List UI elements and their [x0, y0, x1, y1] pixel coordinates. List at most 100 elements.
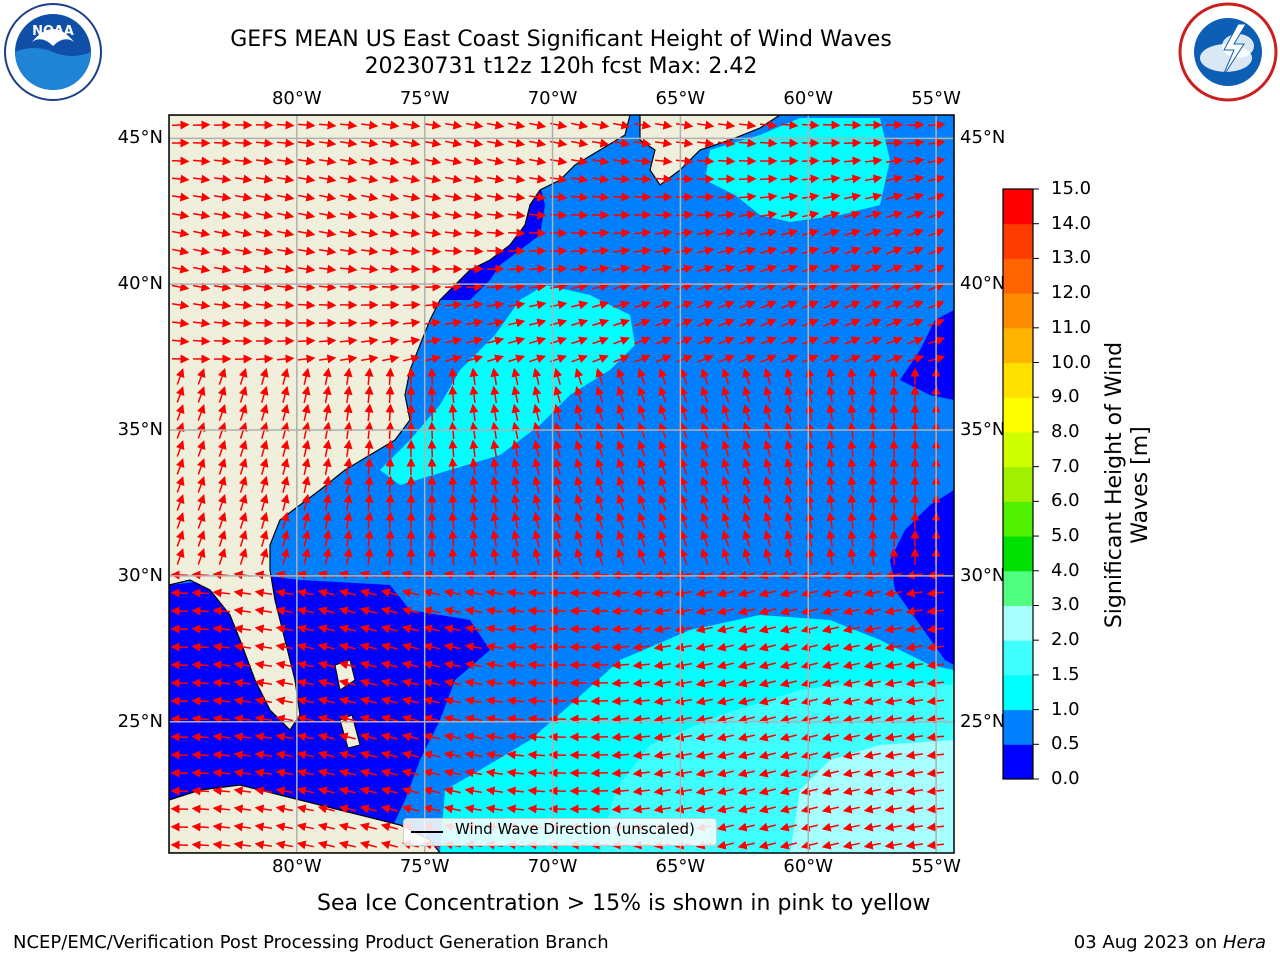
wind-wave-arrow [191, 768, 210, 778]
wind-wave-arrow [655, 282, 673, 292]
colorbar-segment [1003, 640, 1033, 676]
wind-wave-arrow [780, 120, 799, 130]
wind-wave-arrow [238, 529, 248, 547]
wind-wave-arrow [844, 300, 861, 309]
wind-wave-arrow [591, 228, 610, 238]
colorbar-segment [1003, 709, 1033, 745]
wind-wave-arrow [364, 511, 374, 530]
wind-wave-arrow [280, 475, 290, 493]
lon-tick-label-top: 75°W [399, 88, 450, 109]
wind-wave-arrow [364, 403, 374, 422]
wind-wave-arrow [821, 606, 839, 616]
wind-wave-arrow [905, 588, 924, 598]
wind-wave-arrow [487, 336, 505, 346]
wind-wave-arrow [718, 282, 736, 292]
wave-zone-low-east-1 [900, 310, 954, 400]
wind-wave-arrow [465, 210, 484, 220]
colorbar-tick-label: 9.0 [1051, 386, 1080, 408]
wind-wave-arrow [553, 367, 563, 385]
wind-wave-arrow [590, 642, 609, 652]
wind-wave-arrow [469, 493, 479, 511]
wind-wave-arrow [886, 210, 904, 220]
wind-wave-arrow [175, 458, 185, 475]
wind-wave-arrow [235, 228, 253, 238]
colorbar-tick-label: 10.0 [1051, 351, 1092, 373]
wind-wave-arrow [364, 421, 374, 440]
colorbar-tick-label: 14.0 [1051, 212, 1092, 234]
wind-wave-arrow [322, 367, 332, 386]
wind-wave-arrow [781, 282, 798, 292]
wind-wave-arrow [759, 210, 778, 220]
wind-wave-arrow [443, 606, 461, 616]
wind-wave-arrow [528, 282, 547, 292]
wind-wave-arrow [654, 156, 673, 166]
wind-wave-arrow [234, 156, 253, 166]
wind-wave-arrow [590, 786, 609, 796]
wind-wave-arrow [360, 210, 379, 220]
colorbar-segment [1003, 570, 1033, 606]
wind-wave-arrow [469, 421, 479, 439]
wind-wave-arrow [192, 300, 211, 310]
wind-wave-arrow [907, 228, 924, 238]
wind-wave-arrow [780, 192, 799, 202]
wind-wave-arrow [322, 439, 332, 458]
wind-wave-arrow [444, 300, 463, 310]
wind-wave-arrow [844, 210, 862, 220]
wind-wave-arrow [739, 264, 757, 274]
wind-wave-arrow [760, 246, 778, 256]
wind-wave-arrow [570, 138, 589, 148]
wind-wave-arrow [826, 493, 836, 512]
wind-wave-arrow [823, 354, 840, 364]
wind-wave-arrow [885, 138, 904, 148]
wind-wave-arrow [595, 385, 605, 403]
wind-wave-arrow [234, 354, 253, 364]
colorbar-segment [1003, 501, 1033, 537]
wind-wave-arrow [679, 458, 689, 475]
wind-wave-arrow [196, 476, 206, 493]
wind-wave-arrow [784, 439, 794, 457]
wind-wave-arrow [361, 120, 379, 130]
wind-wave-arrow [696, 228, 715, 238]
wind-wave-arrow [280, 421, 290, 439]
wind-wave-arrow [301, 385, 311, 403]
wind-wave-arrow [634, 354, 651, 363]
wind-wave-arrow [907, 354, 925, 364]
noaa-logo-text: NOAA [32, 24, 74, 39]
wind-wave-arrow [826, 475, 836, 494]
wind-wave-arrow [276, 246, 295, 256]
wind-wave-arrow [637, 458, 647, 475]
wind-wave-arrow [802, 318, 819, 327]
wind-wave-arrow [886, 174, 904, 184]
wind-wave-arrow [865, 210, 883, 220]
wind-wave-arrow [590, 714, 609, 724]
wind-wave-arrow [826, 511, 836, 530]
wind-wave-arrow [448, 439, 458, 458]
wind-wave-arrow [695, 606, 713, 616]
wind-wave-arrow [907, 318, 924, 328]
colorbar-segment [1003, 362, 1033, 398]
wind-wave-arrow [823, 318, 840, 327]
wind-wave-arrow [700, 494, 710, 511]
wind-wave-arrow [718, 354, 735, 363]
wind-wave-arrow [319, 192, 337, 202]
wind-wave-arrow [637, 548, 647, 565]
wind-wave-arrow [847, 385, 857, 403]
wind-wave-arrow [322, 457, 332, 476]
wind-wave-arrow [448, 547, 458, 566]
wind-wave-arrow [427, 475, 437, 494]
wind-wave-arrow [823, 300, 840, 309]
wind-wave-arrow [213, 138, 232, 148]
wind-wave-arrow [259, 529, 269, 547]
wind-wave-arrow [444, 210, 463, 220]
wind-wave-arrow [192, 336, 211, 346]
wind-wave-arrow [339, 318, 358, 328]
wind-wave-arrow [529, 138, 547, 148]
wind-wave-arrow [658, 386, 668, 403]
wind-wave-arrow [382, 246, 400, 256]
wind-wave-arrow [695, 588, 713, 598]
wind-wave-arrow [423, 336, 442, 346]
wind-wave-arrow [385, 547, 395, 566]
wind-wave-arrow [490, 529, 500, 548]
wind-wave-arrow [217, 385, 227, 403]
wind-wave-arrow [780, 210, 799, 220]
